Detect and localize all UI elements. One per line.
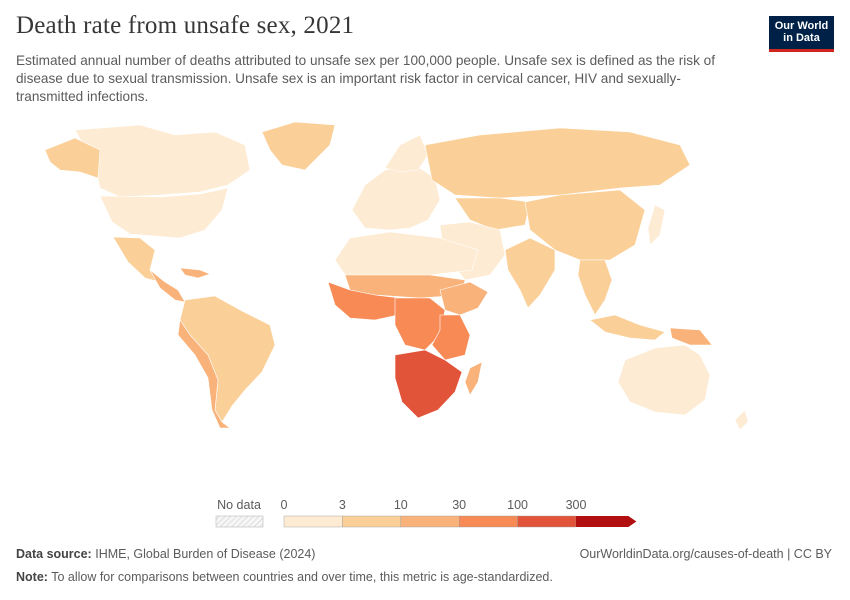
legend-bin-2[interactable]: [400, 515, 460, 528]
region-india[interactable]: India: [504, 237, 556, 309]
world-map[interactable]: Canada Alaska United States Greenland Me…: [0, 110, 850, 430]
region-central-asia[interactable]: Central Asia: [454, 197, 531, 231]
legend-tick-label: 30: [452, 498, 466, 512]
region-alaska[interactable]: Alaska: [44, 137, 101, 179]
note-label: Note:: [16, 570, 48, 584]
region-russia[interactable]: Russia: [424, 127, 691, 199]
region-east-africa[interactable]: East Africa: [431, 314, 471, 361]
legend-tick-label: 0: [281, 498, 288, 512]
note-text: To allow for comparisons between countri…: [51, 570, 553, 584]
logo-line-2: in Data: [783, 32, 820, 44]
region-japan[interactable]: Japan: [647, 204, 666, 246]
legend-tick-label: 10: [394, 498, 408, 512]
region-andean-countries[interactable]: Andean countries: [177, 319, 231, 429]
logo-line-1: Our World: [774, 20, 829, 32]
region-united-states[interactable]: United States: [99, 187, 229, 239]
owid-logo[interactable]: Our World in Data: [769, 16, 834, 52]
region-indonesia[interactable]: Indonesia: [589, 314, 666, 341]
legend-bin-1[interactable]: [342, 515, 401, 528]
legend-tick-label: 300: [566, 498, 587, 512]
chart-title: Death rate from unsafe sex, 2021: [16, 12, 355, 39]
region-horn-of-africa[interactable]: Horn of Africa: [439, 281, 489, 316]
legend-tick-label: 100: [507, 498, 528, 512]
region-papua-new-guinea[interactable]: Papua New Guinea: [669, 327, 713, 346]
region-southern-africa[interactable]: Southern Africa: [394, 349, 463, 419]
region-central-africa[interactable]: Central Africa: [394, 297, 446, 351]
region-canada[interactable]: Canada: [74, 124, 251, 198]
source-url[interactable]: OurWorldinData.org/causes-of-death | CC …: [579, 547, 832, 561]
region-china[interactable]: China: [524, 189, 646, 261]
region-australia[interactable]: Australia: [617, 344, 711, 416]
legend-bin-3[interactable]: [459, 515, 518, 528]
legend-no-data-swatch[interactable]: [215, 515, 264, 528]
region-caribbean[interactable]: Caribbean: [179, 267, 211, 279]
region-southeast-asia[interactable]: Southeast Asia: [577, 259, 613, 316]
legend-bin-0[interactable]: [283, 515, 343, 528]
data-source-label: Data source:: [16, 547, 92, 561]
legend-bin-4[interactable]: [517, 515, 577, 528]
region-new-zealand[interactable]: New Zealand: [734, 409, 749, 430]
chart-subtitle: Estimated annual number of deaths attrib…: [16, 53, 716, 104]
legend-bin-5[interactable]: [576, 516, 637, 527]
region-greenland[interactable]: Greenland: [261, 121, 336, 171]
data-source: Data source: IHME, Global Burden of Dise…: [16, 547, 315, 561]
legend-tick-label: 3: [339, 498, 346, 512]
region-europe[interactable]: Europe: [351, 164, 441, 231]
legend-no-data-label: No data: [217, 498, 261, 512]
region-madagascar[interactable]: Madagascar: [464, 361, 483, 396]
data-source-text[interactable]: IHME, Global Burden of Disease (2024): [95, 547, 316, 561]
chart-note: Note: To allow for comparisons between c…: [16, 570, 553, 584]
